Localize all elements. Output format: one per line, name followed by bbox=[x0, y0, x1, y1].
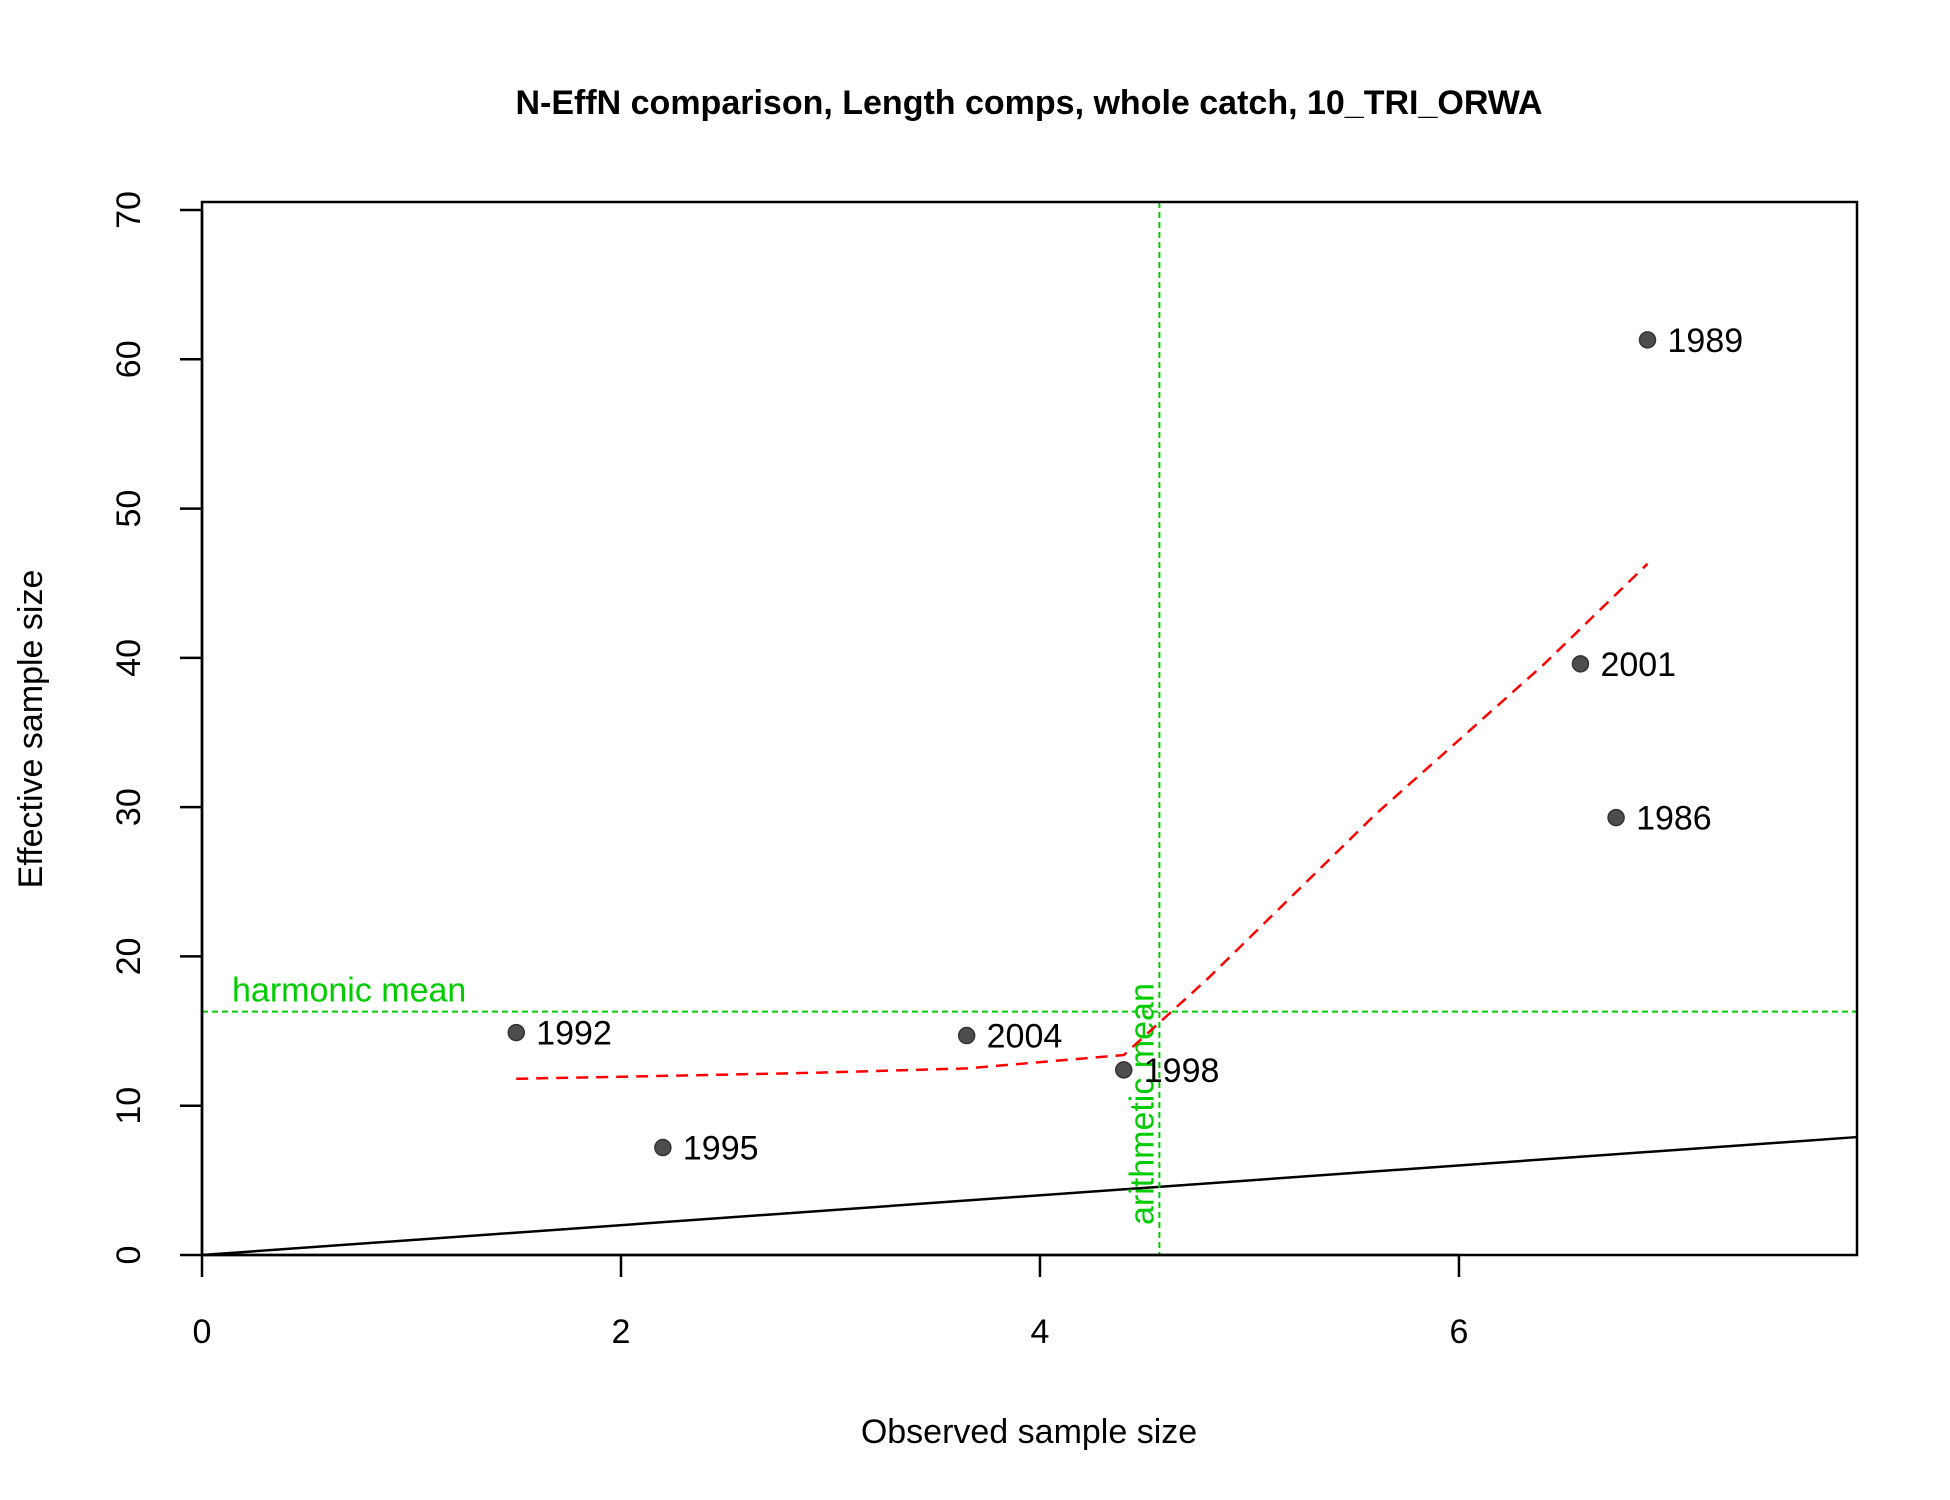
x-tick-label-0: 0 bbox=[193, 1313, 212, 1351]
data-point-2001 bbox=[1571, 655, 1590, 673]
smoother-line bbox=[516, 562, 1649, 1081]
point-label-2004: 2004 bbox=[987, 1018, 1063, 1056]
y-axis-label: Effective sample size bbox=[12, 570, 50, 889]
plot-frame bbox=[200, 200, 1859, 1257]
point-label-1986: 1986 bbox=[1636, 800, 1712, 838]
y-tick-label-70: 70 bbox=[110, 191, 148, 229]
harmonic-mean-label: harmonic mean bbox=[232, 972, 466, 1010]
data-point-1989 bbox=[1638, 331, 1657, 349]
y-tick-label-20: 20 bbox=[110, 938, 148, 976]
y-tick-label-30: 30 bbox=[110, 788, 148, 826]
point-label-1998: 1998 bbox=[1144, 1052, 1220, 1090]
data-point-1995 bbox=[654, 1138, 672, 1157]
y-tick-label-10: 10 bbox=[110, 1087, 148, 1125]
point-label-1992: 1992 bbox=[536, 1015, 612, 1053]
x-axis-label: Observed sample size bbox=[861, 1413, 1197, 1451]
data-point-1992 bbox=[507, 1023, 525, 1042]
identity-line bbox=[201, 1135, 1858, 1257]
point-label-1989: 1989 bbox=[1668, 322, 1744, 360]
x-tick-label-4: 4 bbox=[1031, 1313, 1050, 1351]
point-label-2001: 2001 bbox=[1600, 646, 1676, 684]
data-point-2004 bbox=[957, 1026, 976, 1045]
x-tick-label-2: 2 bbox=[612, 1313, 631, 1351]
y-tick-label-60: 60 bbox=[110, 340, 148, 378]
data-point-1986 bbox=[1607, 808, 1625, 827]
arithmetic-mean-label: arithmetic mean bbox=[1123, 983, 1161, 1225]
plot-area: harmonic mean arithmetic mean 1986 1989 1992… bbox=[201, 202, 1858, 1257]
point-label-1995: 1995 bbox=[683, 1130, 759, 1168]
data-point-1998 bbox=[1115, 1061, 1133, 1079]
x-tick-label-6: 6 bbox=[1450, 1313, 1469, 1351]
chart-title: N-EffN comparison, Length comps, whole c… bbox=[515, 84, 1542, 122]
y-tick-label-50: 50 bbox=[110, 490, 148, 528]
y-tick-label-40: 40 bbox=[110, 639, 148, 677]
y-tick-label-0: 0 bbox=[110, 1246, 148, 1265]
